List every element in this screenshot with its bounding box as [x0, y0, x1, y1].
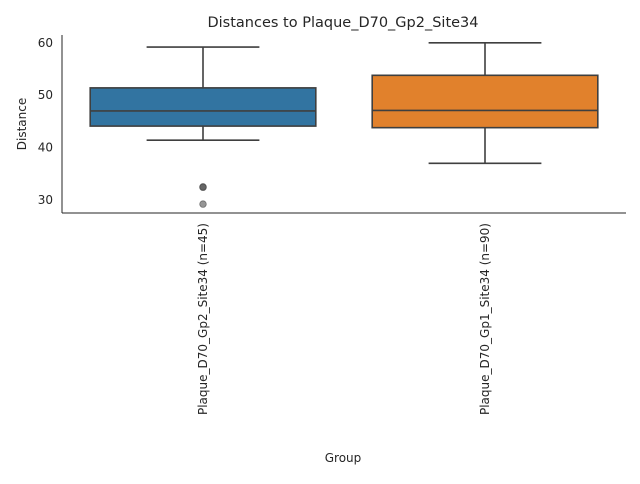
y-ticks: 30 40 50 60 [38, 36, 53, 207]
box-1 [89, 46, 317, 208]
x-tick-label: Plaque_D70_Gp2_Site34 (n=45) [196, 223, 210, 415]
outlier-point [199, 200, 207, 208]
box-body [89, 87, 317, 127]
box-body [371, 74, 599, 129]
y-tick-label: 40 [38, 141, 53, 155]
x-tick-label: Plaque_D70_Gp1_Site34 (n=90) [478, 223, 492, 415]
y-tick-label: 50 [38, 88, 53, 102]
y-axis-label: Distance [15, 98, 29, 150]
outlier-point [199, 183, 207, 192]
y-tick-label: 30 [38, 193, 53, 207]
axes [61, 35, 626, 214]
x-axis-label: Group [325, 451, 362, 465]
boxes [89, 42, 599, 208]
box-2 [371, 42, 599, 165]
chart-title: Distances to Plaque_D70_Gp2_Site34 [207, 15, 478, 31]
x-ticks: Plaque_D70_Gp2_Site34 (n=45) Plaque_D70_G… [196, 223, 492, 415]
y-tick-label: 60 [38, 36, 53, 50]
